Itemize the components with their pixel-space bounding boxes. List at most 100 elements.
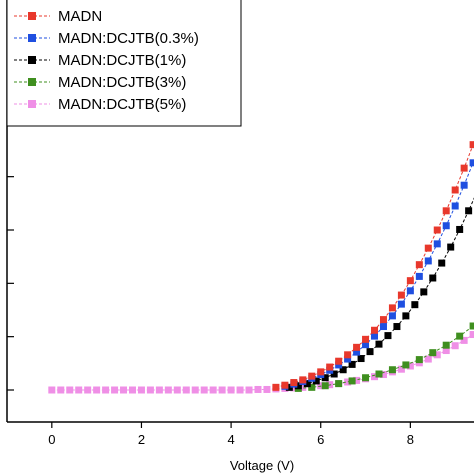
x-tick-label: 4 bbox=[227, 432, 234, 447]
data-point bbox=[111, 386, 119, 394]
data-point bbox=[317, 368, 325, 376]
data-point bbox=[254, 385, 262, 393]
data-point bbox=[308, 372, 316, 380]
data-point bbox=[173, 386, 181, 394]
data-point bbox=[397, 300, 405, 308]
data-point bbox=[299, 383, 307, 391]
legend: MADN MADN:DCJTB(0.3%) MADN:DCJTB(1%) MADN:D… bbox=[6, 0, 242, 127]
data-point bbox=[120, 386, 128, 394]
data-point bbox=[335, 361, 343, 369]
data-point bbox=[245, 386, 253, 394]
data-point bbox=[366, 348, 374, 356]
x-axis-title: Voltage (V) bbox=[230, 458, 294, 473]
data-point bbox=[442, 347, 450, 355]
data-point bbox=[397, 291, 405, 299]
data-point bbox=[375, 340, 383, 348]
data-point bbox=[460, 164, 468, 172]
data-point bbox=[406, 287, 414, 295]
data-point bbox=[411, 301, 419, 309]
data-point bbox=[415, 356, 423, 364]
data-point bbox=[348, 360, 356, 368]
data-point bbox=[424, 257, 432, 265]
data-point bbox=[146, 386, 154, 394]
data-point bbox=[433, 240, 441, 248]
data-point bbox=[335, 380, 343, 388]
data-point bbox=[48, 386, 56, 394]
series-3 bbox=[294, 322, 474, 392]
legend-marker bbox=[28, 78, 36, 86]
series-4 bbox=[48, 331, 474, 394]
data-point bbox=[442, 207, 450, 215]
data-point bbox=[155, 386, 163, 394]
series-layer bbox=[48, 140, 474, 394]
legend-item: MADN bbox=[14, 8, 102, 25]
data-point bbox=[321, 374, 329, 382]
data-point bbox=[57, 386, 65, 394]
data-point bbox=[182, 386, 190, 394]
data-point bbox=[290, 384, 298, 392]
data-point bbox=[465, 207, 473, 215]
data-point bbox=[66, 386, 74, 394]
data-point bbox=[406, 277, 414, 285]
legend-marker bbox=[28, 12, 36, 20]
data-point bbox=[339, 366, 347, 374]
data-point bbox=[312, 377, 320, 385]
data-point bbox=[388, 366, 396, 374]
data-point bbox=[371, 332, 379, 340]
x-tick-label: 2 bbox=[138, 432, 145, 447]
x-tick-label: 8 bbox=[407, 432, 414, 447]
data-point bbox=[326, 363, 334, 371]
data-point bbox=[191, 386, 199, 394]
data-point bbox=[460, 181, 468, 189]
data-point bbox=[84, 386, 92, 394]
data-point bbox=[200, 386, 208, 394]
data-point bbox=[456, 332, 464, 340]
data-point bbox=[379, 316, 387, 324]
data-point bbox=[353, 343, 361, 351]
data-point bbox=[281, 381, 289, 389]
x-tick-label: 6 bbox=[317, 432, 324, 447]
data-point bbox=[451, 342, 459, 350]
data-point bbox=[393, 323, 401, 331]
data-point bbox=[330, 370, 338, 378]
legend-box bbox=[6, 0, 242, 127]
data-point bbox=[420, 288, 428, 296]
legend-label: MADN:DCJTB(1%) bbox=[58, 52, 186, 69]
legend-item: MADN:DCJTB(5%) bbox=[14, 96, 186, 113]
legend-item: MADN:DCJTB(3%) bbox=[14, 74, 186, 91]
data-point bbox=[218, 386, 226, 394]
data-point bbox=[442, 222, 450, 230]
data-point bbox=[371, 326, 379, 334]
data-point bbox=[272, 383, 280, 391]
data-point bbox=[429, 274, 437, 282]
data-point bbox=[388, 304, 396, 312]
legend-marker bbox=[28, 56, 36, 64]
data-point bbox=[93, 386, 101, 394]
data-point bbox=[344, 355, 352, 363]
data-point bbox=[303, 380, 311, 388]
data-point bbox=[456, 225, 464, 233]
data-point bbox=[353, 376, 361, 384]
data-point bbox=[137, 386, 145, 394]
legend-item: MADN:DCJTB(1%) bbox=[14, 52, 186, 69]
data-point bbox=[357, 355, 365, 363]
data-point bbox=[294, 382, 302, 390]
legend-item: MADN:DCJTB(0.3%) bbox=[14, 30, 199, 47]
data-point bbox=[460, 336, 468, 344]
legend-label: MADN bbox=[58, 8, 102, 25]
data-point bbox=[469, 331, 474, 339]
data-point bbox=[424, 355, 432, 363]
data-point bbox=[362, 335, 370, 343]
data-point bbox=[451, 186, 459, 194]
data-point bbox=[308, 383, 316, 391]
data-point bbox=[402, 361, 410, 369]
data-point bbox=[424, 244, 432, 252]
data-point bbox=[388, 312, 396, 320]
series-line bbox=[51, 333, 474, 391]
legend-label: MADN:DCJTB(0.3%) bbox=[58, 30, 199, 47]
data-point bbox=[402, 312, 410, 320]
data-point bbox=[379, 323, 387, 331]
data-point bbox=[128, 386, 136, 394]
data-point bbox=[415, 261, 423, 269]
